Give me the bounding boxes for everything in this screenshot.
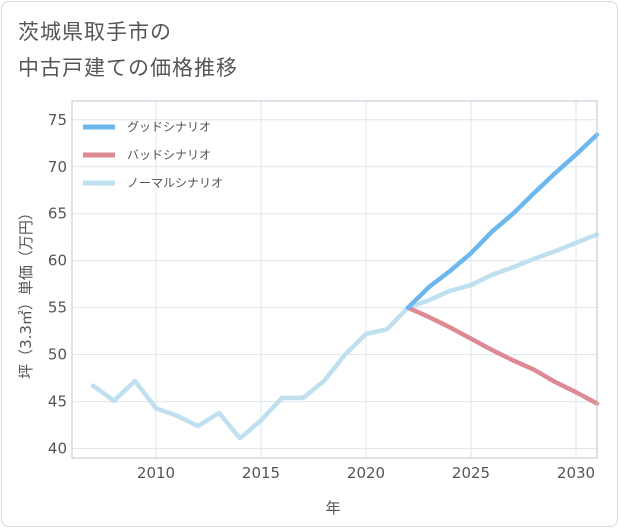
y-tick-label: 50 bbox=[48, 346, 67, 364]
y-tick-label: 40 bbox=[48, 440, 67, 458]
chart-title: 茨城県取手市の 中古戸建ての価格推移 bbox=[18, 14, 238, 86]
y-tick-label: 65 bbox=[48, 205, 67, 223]
chart-title-line1: 茨城県取手市の bbox=[18, 20, 172, 44]
legend-label: ノーマルシナリオ bbox=[127, 176, 223, 190]
y-tick-label: 70 bbox=[48, 158, 67, 176]
y-axis-title: 坪（3.3㎡）単価（万円） bbox=[17, 205, 35, 379]
y-tick-label: 55 bbox=[48, 299, 67, 317]
y-tick-label: 60 bbox=[48, 252, 67, 270]
x-axis-title: 年 bbox=[325, 499, 340, 517]
chart-title-line2: 中古戸建ての価格推移 bbox=[18, 56, 238, 80]
legend-label: グッドシナリオ bbox=[127, 120, 211, 134]
tick-labels: 2010 2015 2020 2025 2030 40 45 50 55 60 65 70 75 bbox=[48, 111, 595, 482]
series-line bbox=[90, 232, 600, 441]
x-tick-label: 2030 bbox=[557, 464, 595, 482]
x-tick-label: 2025 bbox=[452, 464, 490, 482]
x-tick-label: 2020 bbox=[347, 464, 385, 482]
legend-label: バッドシナリオ bbox=[127, 148, 211, 162]
plot-frame bbox=[71, 100, 598, 459]
series-lines bbox=[90, 132, 600, 441]
x-tick-label: 2015 bbox=[242, 464, 280, 482]
x-tick-label: 2010 bbox=[137, 464, 175, 482]
y-tick-label: 75 bbox=[48, 111, 67, 129]
y-tick-label: 45 bbox=[48, 393, 67, 411]
series-line bbox=[405, 305, 600, 406]
series-line bbox=[405, 132, 600, 310]
grid bbox=[72, 101, 597, 458]
